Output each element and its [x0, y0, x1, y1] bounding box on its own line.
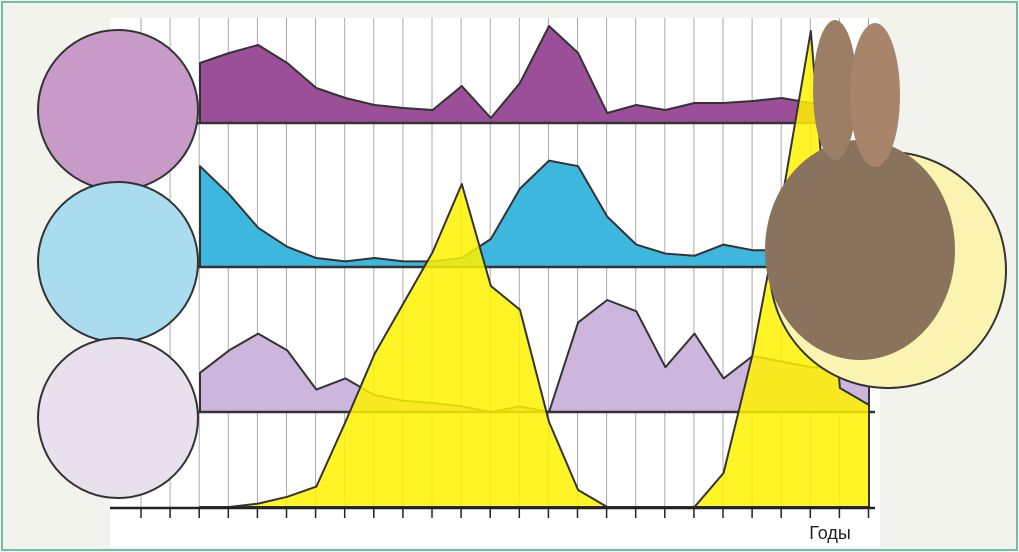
fox-picture — [37, 337, 199, 499]
area — [199, 30, 870, 508]
hare-head — [765, 140, 955, 360]
hare-ear — [813, 20, 857, 160]
lynx-picture — [37, 29, 199, 191]
hare-ear — [850, 23, 900, 167]
x-axis-label: Годы — [809, 523, 851, 543]
areas — [180, 25, 875, 508]
wolf-picture — [37, 181, 199, 343]
